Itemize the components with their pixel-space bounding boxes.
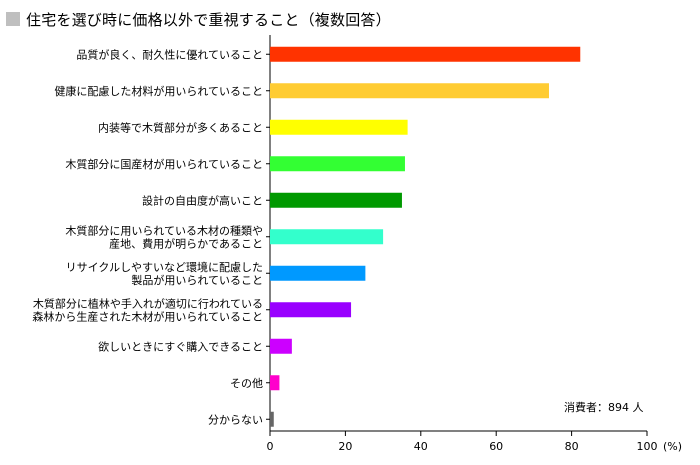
title-marker-icon: [6, 12, 20, 26]
category-label: 木質部分に用いられている木材の種類や: [65, 223, 263, 237]
x-tick-label: 100: [637, 440, 658, 453]
bar: [270, 375, 280, 391]
category-label: 内装等で木質部分が多くあること: [98, 120, 263, 134]
category-label: 木質部分に国産材が用いられていること: [65, 157, 263, 171]
bar: [270, 156, 405, 172]
bar: [270, 83, 549, 99]
category-label: 製品が用いられていること: [131, 273, 263, 287]
category-label: リサイクルしやすいなど環境に配慮した: [66, 260, 263, 274]
x-tick-label: 80: [565, 440, 579, 453]
x-tick-label: 0: [267, 440, 274, 453]
chart-title-row: 住宅を選び時に価格以外で重視すること（複数回答）: [6, 8, 391, 30]
category-label: 設計の自由度が高いこと: [142, 193, 263, 207]
chart-title: 住宅を選び時に価格以外で重視すること（複数回答）: [26, 10, 391, 29]
x-axis-unit-label: (%): [663, 440, 682, 453]
bar: [270, 338, 292, 354]
category-label: 木質部分に植林や手入れが適切に行われている: [33, 296, 263, 310]
bar: [270, 229, 384, 245]
bar: [270, 265, 366, 281]
x-tick-label: 60: [489, 440, 503, 453]
bar: [270, 46, 581, 62]
category-label: 欲しいときにすぐ購入できること: [98, 339, 263, 353]
respondent-count-note: 消費者：894 人: [564, 401, 644, 414]
bar: [270, 192, 402, 208]
category-label: 品質が良く、耐久性に優れていること: [76, 47, 263, 61]
x-tick-label: 20: [338, 440, 352, 453]
bar: [270, 302, 352, 318]
category-label: 産地、費用が明らかであること: [109, 236, 263, 250]
x-tick-label: 40: [414, 440, 428, 453]
category-label: 森林から生産された木材が用いられていること: [32, 309, 263, 323]
category-label: 健康に配慮した材料が用いられていること: [54, 84, 263, 98]
category-label: 分からない: [208, 413, 263, 426]
bar: [270, 119, 408, 135]
category-label: その他: [230, 377, 263, 390]
bar: [270, 411, 274, 427]
